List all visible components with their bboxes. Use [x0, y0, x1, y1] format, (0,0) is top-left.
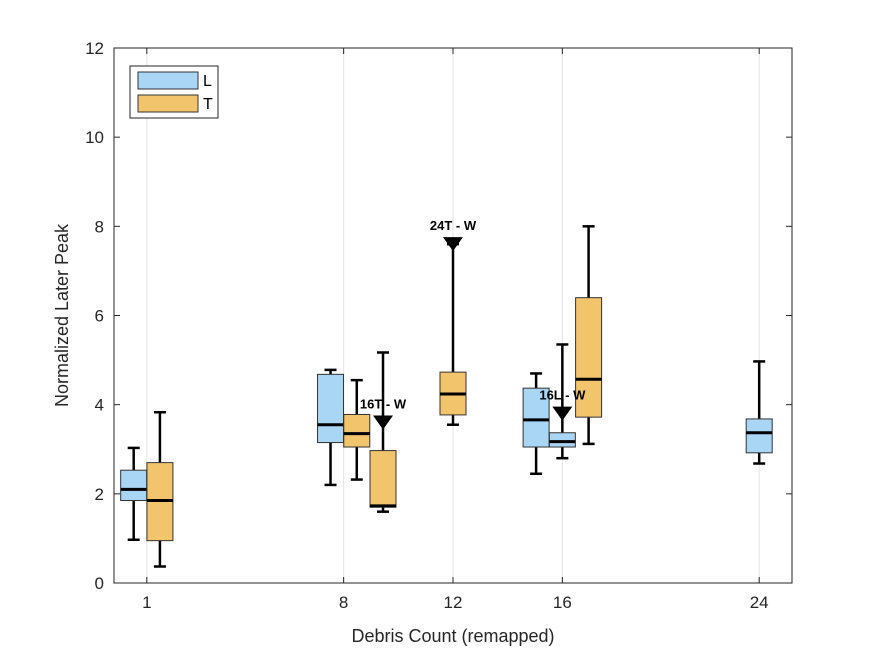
box-T: [369, 351, 397, 513]
y-axis-label: Normalized Later Peak: [52, 223, 72, 407]
box-L: [317, 368, 345, 487]
y-tick-label: 8: [95, 217, 104, 236]
annotation-marker: [373, 415, 394, 430]
x-tick-label: 8: [339, 593, 348, 612]
y-tick-label: 0: [95, 574, 104, 593]
iqr-box: [522, 387, 550, 448]
annotation-label: 16T - W: [360, 397, 407, 412]
iqr-box: [745, 418, 773, 454]
annotation-marker: [443, 237, 463, 252]
y-tick-label: 12: [85, 39, 104, 58]
box-L: [745, 360, 773, 465]
box-T: [146, 410, 174, 568]
legend-label: T: [203, 96, 213, 113]
y-tick-label: 6: [95, 307, 104, 326]
x-tick-label: 1: [142, 593, 151, 612]
x-tick-label: 16: [553, 593, 572, 612]
y-tick-label: 4: [95, 396, 104, 415]
annotation-label: 24T - W: [430, 218, 477, 233]
box-L: [522, 372, 550, 476]
y-tick-label: 10: [85, 128, 104, 147]
annotation-label: 16L - W: [539, 388, 586, 403]
legend-swatch: [137, 94, 199, 113]
iqr-box: [575, 297, 603, 418]
iqr-box: [548, 432, 576, 448]
iqr-box: [120, 469, 148, 502]
box-T: [439, 242, 467, 426]
iqr-box: [343, 413, 371, 448]
legend-swatch: [137, 71, 199, 90]
box-L: [120, 446, 148, 542]
annotations: 16T - W 24T - W 16L - W: [360, 218, 586, 430]
iqr-box: [369, 450, 397, 508]
x-tick-label: 12: [444, 593, 463, 612]
iqr-box: [317, 373, 345, 444]
y-tick-label: 2: [95, 485, 104, 504]
legend-label: L: [203, 73, 212, 90]
box-T: [343, 378, 371, 481]
x-axis-label: Debris Count (remapped): [351, 626, 554, 646]
annotation-marker: [552, 406, 573, 421]
box-T: [575, 225, 603, 446]
boxes: [120, 225, 773, 568]
legend: LT: [129, 65, 219, 119]
x-tick-label: 24: [750, 593, 769, 612]
